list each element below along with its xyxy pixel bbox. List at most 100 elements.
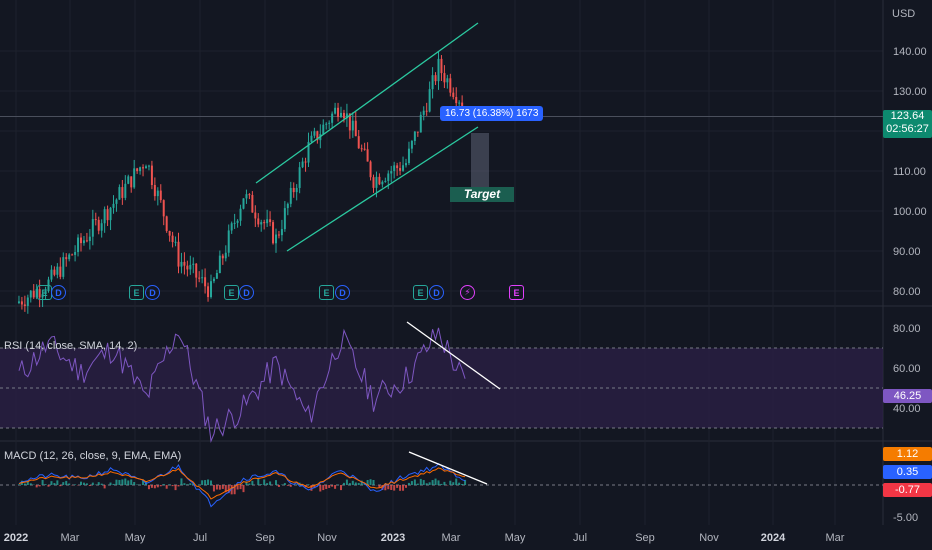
macd-histogram-bar xyxy=(168,484,171,485)
macd-histogram-bar xyxy=(221,485,224,489)
candle-body xyxy=(269,219,272,223)
dividend-event-icon[interactable]: D xyxy=(429,285,444,300)
candle-body xyxy=(168,230,171,236)
macd-label[interactable]: MACD (12, 26, close, 9, EMA, EMA) xyxy=(4,450,182,462)
candle-body xyxy=(396,165,399,169)
candle-body xyxy=(455,97,458,104)
macd-histogram-bar xyxy=(322,485,325,491)
macd-histogram-bar xyxy=(286,485,289,486)
time-tick: Jul xyxy=(193,532,207,544)
time-tick: May xyxy=(125,532,146,544)
candle-body xyxy=(239,208,242,221)
candle-body xyxy=(171,235,174,243)
candle-body xyxy=(289,187,292,204)
macd-histogram-bar xyxy=(342,482,345,485)
macd-histogram-bar xyxy=(455,478,458,485)
target-label[interactable]: Target xyxy=(450,187,514,202)
candle-body xyxy=(180,261,183,267)
candle-body xyxy=(183,261,186,266)
macd-histogram-bar xyxy=(399,485,402,491)
candle-body xyxy=(334,107,337,114)
target-zone xyxy=(471,133,489,187)
macd-histogram-bar xyxy=(348,483,351,485)
macd-histogram-bar xyxy=(354,482,357,485)
macd-histogram-bar xyxy=(360,480,363,485)
macd-histogram-bar xyxy=(384,485,387,491)
earnings-event-icon[interactable]: E xyxy=(224,285,239,300)
macd-histogram-bar xyxy=(165,485,168,489)
candle-body xyxy=(147,165,150,167)
candle-body xyxy=(292,187,295,193)
rsi-line xyxy=(18,327,466,443)
candle-body xyxy=(68,254,71,260)
future-earnings-event-icon[interactable]: E xyxy=(509,285,524,300)
macd-histogram-bar xyxy=(366,480,369,485)
macd-histogram-bar xyxy=(407,482,410,485)
time-tick: Sep xyxy=(255,532,275,544)
candle-body xyxy=(35,289,38,298)
candle-body xyxy=(142,167,145,169)
macd-histogram-bar xyxy=(65,480,68,485)
time-tick: 2022 xyxy=(4,532,28,544)
dividend-event-icon[interactable]: D xyxy=(51,285,66,300)
candle-body xyxy=(390,171,393,174)
candle-body xyxy=(402,165,405,171)
macd-histogram-bar xyxy=(461,484,464,485)
macd-divergence-line xyxy=(408,451,488,485)
candle-body xyxy=(198,277,201,279)
time-tick: 2024 xyxy=(761,532,786,544)
dividend-event-icon[interactable]: D xyxy=(239,285,254,300)
candle-body xyxy=(351,120,354,131)
macd-histogram-bar xyxy=(425,483,428,485)
candle-body xyxy=(174,241,177,243)
candle-body xyxy=(405,163,407,166)
macd-histogram-bar xyxy=(177,485,180,487)
rsi-label[interactable]: RSI (14, close, SMA, 14, 2) xyxy=(4,340,138,352)
earnings-event-icon[interactable]: E xyxy=(319,285,334,300)
candle-body xyxy=(307,141,310,163)
last-price: 123.64 xyxy=(890,110,925,122)
candle-body xyxy=(156,190,159,197)
macd-histogram-bar xyxy=(91,482,94,485)
macd-histogram-bar xyxy=(118,479,121,485)
macd-histogram-bar xyxy=(251,480,254,485)
candle-body xyxy=(277,234,280,236)
measure-label[interactable]: 16.73 (16.38%) 1673 xyxy=(440,106,544,121)
macd-histogram-bar xyxy=(452,482,455,485)
macd-histogram-bar xyxy=(275,480,277,485)
candle-body xyxy=(387,173,390,181)
candle-body xyxy=(366,149,369,162)
price-tick: 80.00 xyxy=(893,286,921,298)
candle-body xyxy=(331,113,334,123)
candle-body xyxy=(71,254,74,256)
rsi-tick: 60.00 xyxy=(893,363,921,375)
macd-histogram-bar xyxy=(133,482,136,485)
earnings-event-icon[interactable]: E xyxy=(129,285,144,300)
earnings-event-icon[interactable]: E xyxy=(37,285,52,300)
macd-histogram-bar xyxy=(44,484,47,485)
macd-histogram-bar xyxy=(41,480,44,485)
macd-histogram-bar xyxy=(230,485,233,495)
macd-histogram-bar xyxy=(378,485,381,488)
candle-body xyxy=(121,187,124,198)
rsi-series xyxy=(18,321,501,443)
earnings-event-icon[interactable]: E xyxy=(413,285,428,300)
candle-body xyxy=(139,167,142,172)
candle-body xyxy=(186,265,189,270)
macd-histogram-bar xyxy=(147,485,150,490)
dividend-event-icon[interactable]: D xyxy=(145,285,160,300)
split-event-icon[interactable]: ⚡ xyxy=(460,285,475,300)
macd-histogram-bar xyxy=(357,482,360,485)
candle-body xyxy=(461,102,464,108)
macd-histogram-bar xyxy=(224,485,227,493)
macd-histogram-bar xyxy=(263,479,266,485)
time-tick: Mar xyxy=(61,532,80,544)
candle-body xyxy=(354,120,357,137)
macd-histogram-bar xyxy=(313,485,316,489)
macd-histogram-bar xyxy=(53,483,56,485)
macd-histogram-bar xyxy=(153,485,156,489)
macd-histogram-bar xyxy=(150,485,153,488)
macd-histogram-bar xyxy=(215,485,218,490)
dividend-event-icon[interactable]: D xyxy=(335,285,350,300)
